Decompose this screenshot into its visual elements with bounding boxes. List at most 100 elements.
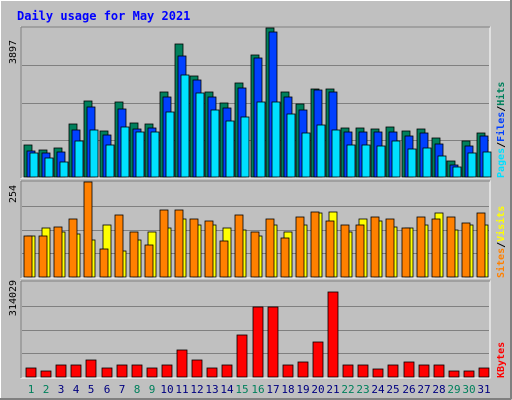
bar-sites-day-10 [159, 209, 169, 278]
bar-pages-day-26 [407, 148, 417, 178]
bar-kbytes-day-25 [387, 364, 399, 378]
bar-sites-day-11 [174, 209, 184, 278]
x-axis-labels: 1 2 3 4 5 6 7 8 9 10 11 12 13 14 15 16 17 18 19 20 21 22 23 24 2… [28, 383, 491, 396]
bar-pages-day-13 [210, 109, 220, 178]
bar-kbytes-day-1 [25, 367, 37, 378]
bar-kbytes-day-14 [221, 364, 233, 378]
bar-kbytes-day-11 [176, 349, 188, 378]
bar-sites-day-13 [204, 220, 214, 278]
requests-legend: Pages/Files/Hits [495, 82, 507, 178]
bar-sites-day-28 [431, 218, 441, 278]
bar-sites-day-23 [355, 224, 365, 278]
bar-pages-day-28 [437, 155, 447, 178]
bar-pages-day-27 [422, 147, 432, 178]
x-tick-label: 2 [43, 383, 50, 396]
bar-sites-day-16 [250, 231, 260, 278]
bar-pages-day-3 [59, 161, 69, 178]
x-tick-label: 5 [88, 383, 95, 396]
bar-kbytes-day-8 [131, 364, 143, 378]
x-tick-label: 26 [402, 383, 415, 396]
bar-pages-day-30 [467, 152, 477, 178]
bar-kbytes-day-30 [463, 370, 475, 378]
bar-sites-day-31 [476, 212, 486, 278]
x-tick-label: 11 [175, 383, 188, 396]
bar-pages-day-14 [225, 120, 235, 178]
x-tick-label: 4 [73, 383, 80, 396]
x-tick-label: 14 [220, 383, 234, 396]
bar-sites-day-4 [68, 218, 78, 278]
legend-sites: Sites [495, 248, 507, 278]
x-tick-label: 18 [281, 383, 294, 396]
bar-pages-day-17 [271, 101, 281, 178]
x-tick-label: 3 [58, 383, 65, 396]
bar-kbytes-day-24 [372, 368, 384, 378]
bar-pages-day-8 [135, 131, 145, 178]
bar-sites-day-1 [23, 235, 33, 278]
bar-sites-day-5 [83, 181, 93, 278]
x-tick-label: 24 [371, 383, 385, 396]
bar-pages-day-11 [180, 74, 190, 178]
legend-hits: Hits [495, 82, 507, 106]
bar-pages-day-16 [256, 101, 266, 178]
bar-kbytes-day-22 [342, 364, 354, 378]
legend-pages: Pages [496, 148, 507, 178]
bar-pages-day-6 [105, 144, 115, 178]
x-tick-label: 8 [134, 383, 141, 396]
x-tick-label: 27 [417, 383, 430, 396]
bar-kbytes-day-26 [403, 361, 415, 378]
bar-sites-day-26 [401, 227, 411, 278]
traffic-max-label: 314029 [8, 280, 19, 316]
bar-kbytes-day-18 [282, 364, 294, 378]
bar-kbytes-day-23 [357, 364, 369, 378]
bar-pages-day-24 [376, 145, 386, 178]
visitors-legend: Sites/Visits [495, 206, 507, 278]
x-tick-label: 20 [311, 383, 324, 396]
bar-kbytes-day-4 [70, 364, 82, 378]
bar-sites-day-22 [340, 224, 350, 278]
requests-max-label: 3897 [8, 40, 19, 64]
bar-kbytes-day-6 [101, 367, 113, 378]
bar-kbytes-day-29 [448, 370, 460, 378]
bar-pages-day-12 [195, 92, 205, 178]
bar-sites-day-29 [446, 216, 456, 278]
bar-pages-day-21 [331, 129, 341, 178]
legend-kbytes: KBytes [496, 342, 507, 378]
bar-kbytes-day-13 [206, 367, 218, 378]
bar-sites-day-8 [129, 231, 139, 278]
bar-kbytes-day-15 [236, 334, 248, 378]
bar-kbytes-day-7 [116, 364, 128, 378]
bar-pages-day-18 [286, 113, 296, 178]
bar-pages-day-10 [165, 111, 175, 178]
x-tick-label: 15 [235, 383, 248, 396]
bar-pages-day-7 [120, 126, 130, 178]
visitors-max-label: 254 [8, 185, 19, 203]
bar-pages-day-25 [391, 140, 401, 178]
x-tick-label: 22 [341, 383, 354, 396]
bar-kbytes-day-20 [312, 341, 324, 378]
x-tick-label: 12 [190, 383, 203, 396]
bar-kbytes-day-12 [191, 359, 203, 378]
x-tick-label: 13 [205, 383, 218, 396]
bar-kbytes-day-10 [161, 364, 173, 378]
bar-sites-day-12 [189, 218, 199, 278]
bar-sites-day-6 [99, 248, 109, 278]
x-tick-label: 7 [119, 383, 126, 396]
x-tick-label: 16 [251, 383, 264, 396]
bar-pages-day-4 [74, 140, 84, 178]
bar-sites-day-17 [265, 218, 275, 278]
legend-files: Files [495, 112, 507, 142]
x-tick-label: 6 [104, 383, 111, 396]
bar-pages-day-2 [44, 157, 54, 178]
bar-kbytes-day-9 [146, 367, 158, 378]
bar-pages-day-29 [452, 166, 462, 178]
bar-sites-day-20 [310, 211, 320, 278]
traffic-legend: KBytes [496, 342, 507, 378]
x-tick-label: 19 [296, 383, 309, 396]
bar-sites-day-14 [219, 240, 229, 278]
bar-sites-day-19 [295, 216, 305, 278]
x-tick-label: 23 [356, 383, 369, 396]
bars [23, 27, 492, 378]
bar-pages-day-9 [150, 131, 160, 178]
bar-sites-day-30 [461, 222, 471, 278]
